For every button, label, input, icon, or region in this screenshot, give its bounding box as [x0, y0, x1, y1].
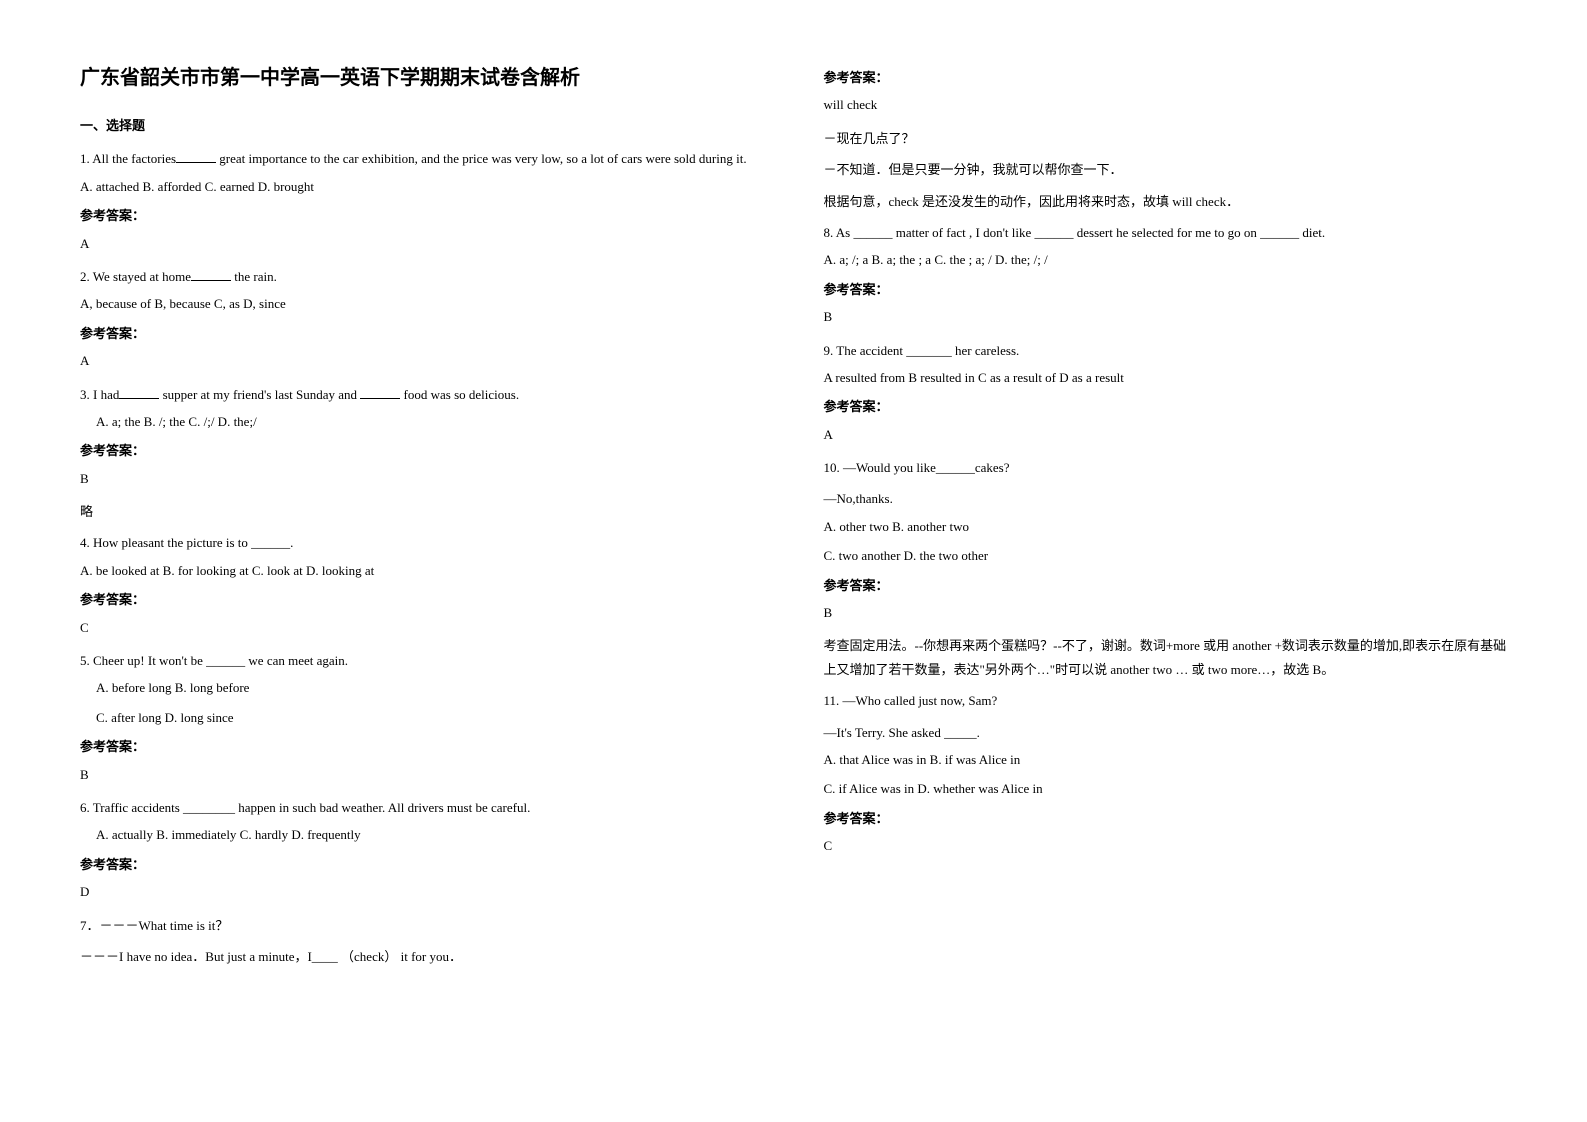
q7-exp2: －不知道．但是只要一分钟，我就可以帮你查一下．: [824, 158, 1508, 181]
q5-options-2: C. after long D. long since: [80, 706, 764, 729]
q10-exp: 考查固定用法。--你想再来两个蛋糕吗？--不了，谢谢。数词+more 或用 an…: [824, 634, 1508, 681]
q1-stem-b: great importance to the car exhibition, …: [219, 151, 746, 166]
blank: [176, 150, 216, 163]
answer-label: 参考答案：: [80, 735, 764, 758]
question-10-line1: 10. —Would you like______cakes?: [824, 456, 1508, 479]
q7-answer: will check: [824, 93, 1508, 116]
q6-answer: D: [80, 880, 764, 903]
answer-label: 参考答案：: [80, 322, 764, 345]
blank: [191, 268, 231, 281]
q3-lue: 略: [80, 500, 764, 523]
q3-stem-b: supper at my friend's last Sunday and: [163, 387, 357, 402]
section-header: 一、选择题: [80, 114, 764, 137]
answer-label: 参考答案：: [824, 395, 1508, 418]
question-11-line1: 11. —Who called just now, Sam?: [824, 689, 1508, 712]
q1-stem-a: 1. All the factories: [80, 151, 176, 166]
q11-options-2: C. if Alice was in D. whether was Alice …: [824, 777, 1508, 800]
question-6: 6. Traffic accidents ________ happen in …: [80, 796, 764, 819]
blank: [360, 386, 400, 399]
q1-answer: A: [80, 232, 764, 255]
answer-label: 参考答案：: [824, 278, 1508, 301]
q8-answer: B: [824, 305, 1508, 328]
answer-label: 参考答案：: [80, 588, 764, 611]
question-1: 1. All the factories great importance to…: [80, 147, 764, 170]
q2-stem-a: 2. We stayed at home: [80, 269, 191, 284]
left-column: 广东省韶关市市第一中学高一英语下学期期末试卷含解析 一、选择题 1. All t…: [80, 60, 764, 1062]
question-4: 4. How pleasant the picture is to ______…: [80, 531, 764, 554]
q2-options: A, because of B, because C, as D, since: [80, 292, 764, 315]
q5-answer: B: [80, 763, 764, 786]
question-10-line2: —No,thanks.: [824, 487, 1508, 510]
q10-options-2: C. two another D. the two other: [824, 544, 1508, 567]
question-7-line1: 7．－－－What time is it？: [80, 914, 764, 937]
answer-label: 参考答案：: [80, 204, 764, 227]
answer-label: 参考答案：: [824, 807, 1508, 830]
q3-stem-c: food was so delicious.: [404, 387, 520, 402]
question-5: 5. Cheer up! It won't be ______ we can m…: [80, 649, 764, 672]
question-11-line2: —It's Terry. She asked _____.: [824, 721, 1508, 744]
q3-options: A. a; the B. /; the C. /;/ D. the;/: [80, 410, 764, 433]
question-7-line2: －－－I have no idea．But just a minute，I___…: [80, 945, 764, 968]
q1-options: A. attached B. afforded C. earned D. bro…: [80, 175, 764, 198]
q10-options-1: A. other two B. another two: [824, 515, 1508, 538]
q7-exp3: 根据句意，check 是还没发生的动作，因此用将来时态，故填 will chec…: [824, 190, 1508, 213]
q5-options-1: A. before long B. long before: [80, 676, 764, 699]
right-column: 参考答案： will check －现在几点了？ －不知道．但是只要一分钟，我就…: [824, 60, 1508, 1062]
q2-answer: A: [80, 349, 764, 372]
answer-label: 参考答案：: [80, 439, 764, 462]
answer-label: 参考答案：: [80, 853, 764, 876]
q2-stem-b: the rain.: [234, 269, 277, 284]
q4-answer: C: [80, 616, 764, 639]
q7-exp1: －现在几点了？: [824, 127, 1508, 150]
q8-options: A. a; /; a B. a; the ; a C. the ; a; / D…: [824, 248, 1508, 271]
q9-options: A resulted from B resulted in C as a res…: [824, 366, 1508, 389]
q9-answer: A: [824, 423, 1508, 446]
q6-options: A. actually B. immediately C. hardly D. …: [80, 823, 764, 846]
question-9: 9. The accident _______ her careless.: [824, 339, 1508, 362]
blank: [119, 386, 159, 399]
q10-answer: B: [824, 601, 1508, 624]
q11-answer: C: [824, 834, 1508, 857]
q4-options: A. be looked at B. for looking at C. loo…: [80, 559, 764, 582]
answer-label: 参考答案：: [824, 574, 1508, 597]
answer-label: 参考答案：: [824, 66, 1508, 89]
page-title: 广东省韶关市市第一中学高一英语下学期期末试卷含解析: [80, 60, 764, 96]
q3-stem-a: 3. I had: [80, 387, 119, 402]
q3-answer: B: [80, 467, 764, 490]
question-2: 2. We stayed at home the rain.: [80, 265, 764, 288]
q11-options-1: A. that Alice was in B. if was Alice in: [824, 748, 1508, 771]
question-3: 3. I had supper at my friend's last Sund…: [80, 383, 764, 406]
question-8: 8. As ______ matter of fact , I don't li…: [824, 221, 1508, 244]
